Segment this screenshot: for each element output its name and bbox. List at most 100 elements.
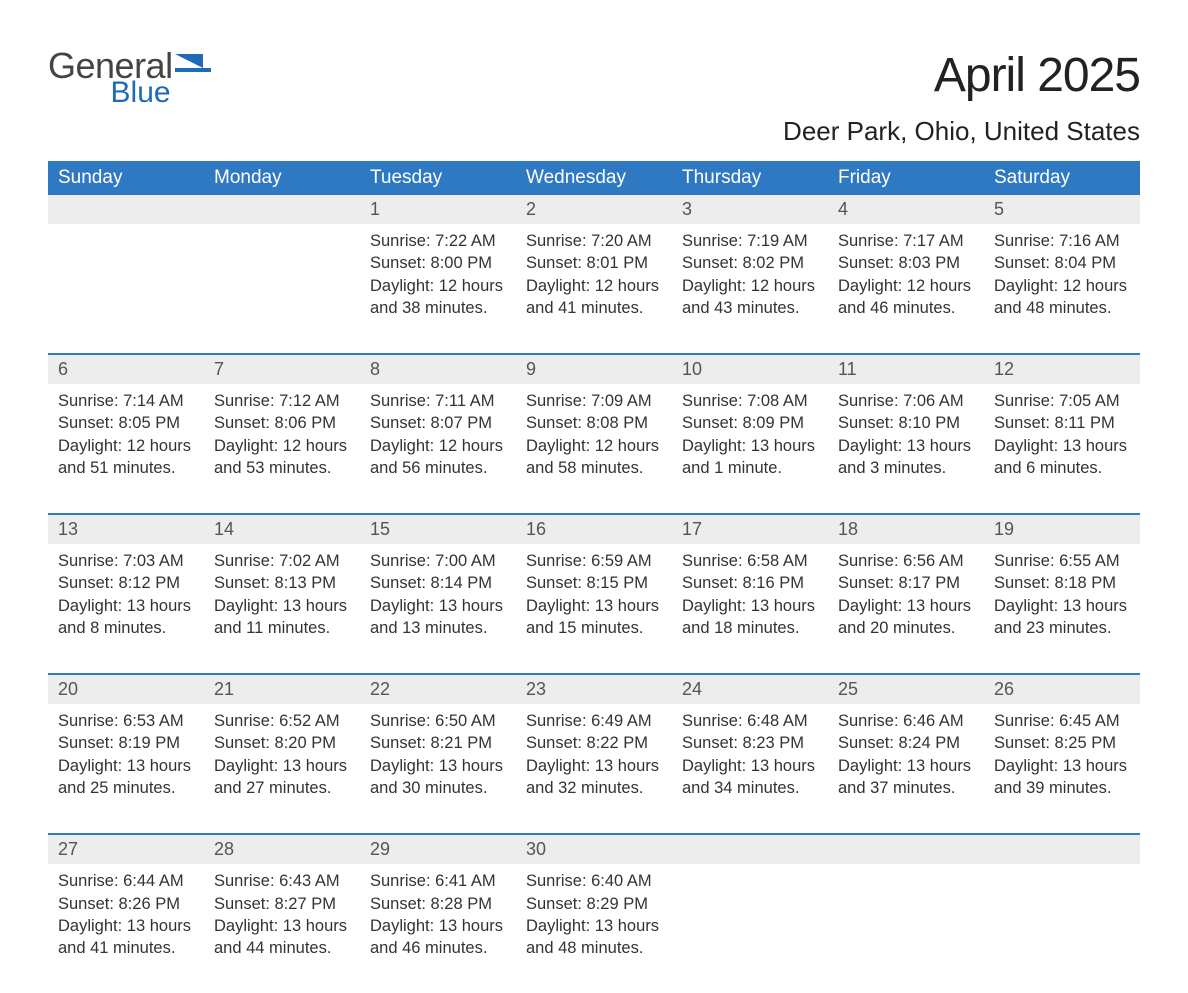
day-content-cell: Sunrise: 6:53 AMSunset: 8:19 PMDaylight:… — [48, 704, 204, 834]
sunset-label: Sunset: — [58, 414, 119, 432]
sunset-label: Sunset: — [370, 895, 431, 913]
sunrise-value: 7:00 AM — [435, 552, 496, 570]
sunset-label: Sunset: — [370, 414, 431, 432]
weekday-header: Monday — [204, 161, 360, 195]
sunrise-value: 6:48 AM — [747, 712, 808, 730]
day-content-cell: Sunrise: 6:52 AMSunset: 8:20 PMDaylight:… — [204, 704, 360, 834]
sunset-label: Sunset: — [682, 574, 743, 592]
sunrise-label: Sunrise: — [682, 552, 747, 570]
day-content-cell: Sunrise: 7:02 AMSunset: 8:13 PMDaylight:… — [204, 544, 360, 674]
day-number-cell — [48, 195, 204, 224]
sunset-label: Sunset: — [994, 734, 1055, 752]
flag-icon — [175, 54, 211, 86]
sunrise-value: 6:49 AM — [591, 712, 652, 730]
sunset-label: Sunset: — [214, 895, 275, 913]
day-number-cell: 2 — [516, 195, 672, 224]
content-row: Sunrise: 6:44 AMSunset: 8:26 PMDaylight:… — [48, 864, 1140, 993]
daylight-label: Daylight: — [838, 597, 907, 615]
day-content-cell: Sunrise: 6:59 AMSunset: 8:15 PMDaylight:… — [516, 544, 672, 674]
day-content-cell: Sunrise: 6:43 AMSunset: 8:27 PMDaylight:… — [204, 864, 360, 993]
daylight-label: Daylight: — [58, 437, 127, 455]
day-number-cell — [672, 834, 828, 864]
daynum-row: 6789101112 — [48, 354, 1140, 384]
day-content-cell: Sunrise: 7:14 AMSunset: 8:05 PMDaylight:… — [48, 384, 204, 514]
logo: General Blue — [48, 48, 211, 108]
daylight-label: Daylight: — [682, 757, 751, 775]
sunrise-value: 6:40 AM — [591, 872, 652, 890]
sunrise-value: 6:55 AM — [1059, 552, 1120, 570]
day-number-cell: 3 — [672, 195, 828, 224]
day-content-cell — [204, 224, 360, 354]
sunrise-value: 7:12 AM — [279, 392, 340, 410]
day-content-cell — [984, 864, 1140, 993]
sunrise-value: 6:45 AM — [1059, 712, 1120, 730]
sunset-value: 8:07 PM — [431, 414, 492, 432]
sunrise-label: Sunrise: — [58, 552, 123, 570]
day-content-cell: Sunrise: 6:46 AMSunset: 8:24 PMDaylight:… — [828, 704, 984, 834]
daylight-label: Daylight: — [994, 757, 1063, 775]
sunset-value: 8:10 PM — [899, 414, 960, 432]
sunset-value: 8:05 PM — [119, 414, 180, 432]
sunrise-value: 7:03 AM — [123, 552, 184, 570]
sunset-value: 8:12 PM — [119, 574, 180, 592]
sunrise-label: Sunrise: — [682, 392, 747, 410]
daylight-label: Daylight: — [370, 757, 439, 775]
day-number-cell: 1 — [360, 195, 516, 224]
daylight-label: Daylight: — [526, 917, 595, 935]
day-number-cell: 12 — [984, 354, 1140, 384]
day-content-cell: Sunrise: 6:48 AMSunset: 8:23 PMDaylight:… — [672, 704, 828, 834]
sunset-label: Sunset: — [214, 574, 275, 592]
sunset-label: Sunset: — [994, 254, 1055, 272]
day-content-cell: Sunrise: 7:16 AMSunset: 8:04 PMDaylight:… — [984, 224, 1140, 354]
sunrise-label: Sunrise: — [682, 232, 747, 250]
sunrise-label: Sunrise: — [214, 552, 279, 570]
day-number-cell: 23 — [516, 674, 672, 704]
daylight-label: Daylight: — [526, 277, 595, 295]
day-number-cell: 26 — [984, 674, 1140, 704]
sunset-label: Sunset: — [838, 574, 899, 592]
sunrise-label: Sunrise: — [214, 712, 279, 730]
sunset-value: 8:06 PM — [275, 414, 336, 432]
sunrise-label: Sunrise: — [526, 552, 591, 570]
sunset-label: Sunset: — [370, 734, 431, 752]
sunrise-value: 7:22 AM — [435, 232, 496, 250]
daylight-label: Daylight: — [214, 757, 283, 775]
sunrise-value: 6:53 AM — [123, 712, 184, 730]
day-content-cell: Sunrise: 7:08 AMSunset: 8:09 PMDaylight:… — [672, 384, 828, 514]
sunrise-label: Sunrise: — [58, 712, 123, 730]
sunset-value: 8:28 PM — [431, 895, 492, 913]
daylight-label: Daylight: — [370, 437, 439, 455]
daylight-label: Daylight: — [58, 917, 127, 935]
sunrise-label: Sunrise: — [214, 392, 279, 410]
day-number-cell: 17 — [672, 514, 828, 544]
sunset-value: 8:18 PM — [1055, 574, 1116, 592]
day-content-cell: Sunrise: 7:17 AMSunset: 8:03 PMDaylight:… — [828, 224, 984, 354]
sunset-label: Sunset: — [994, 574, 1055, 592]
day-content-cell — [48, 224, 204, 354]
sunset-value: 8:02 PM — [743, 254, 804, 272]
title-block: April 2025 — [934, 48, 1140, 103]
sunset-value: 8:13 PM — [275, 574, 336, 592]
daylight-label: Daylight: — [214, 917, 283, 935]
sunrise-label: Sunrise: — [526, 232, 591, 250]
sunrise-value: 7:19 AM — [747, 232, 808, 250]
day-number-cell: 13 — [48, 514, 204, 544]
sunset-value: 8:21 PM — [431, 734, 492, 752]
day-number-cell: 10 — [672, 354, 828, 384]
day-number-cell — [828, 834, 984, 864]
sunset-value: 8:17 PM — [899, 574, 960, 592]
day-content-cell: Sunrise: 6:50 AMSunset: 8:21 PMDaylight:… — [360, 704, 516, 834]
sunrise-label: Sunrise: — [370, 552, 435, 570]
sunrise-value: 6:50 AM — [435, 712, 496, 730]
weekday-header: Tuesday — [360, 161, 516, 195]
sunrise-label: Sunrise: — [994, 712, 1059, 730]
sunset-label: Sunset: — [682, 254, 743, 272]
day-content-cell: Sunrise: 7:12 AMSunset: 8:06 PMDaylight:… — [204, 384, 360, 514]
sunrise-label: Sunrise: — [526, 712, 591, 730]
day-number-cell — [984, 834, 1140, 864]
sunset-value: 8:15 PM — [587, 574, 648, 592]
sunset-value: 8:03 PM — [899, 254, 960, 272]
day-content-cell: Sunrise: 7:06 AMSunset: 8:10 PMDaylight:… — [828, 384, 984, 514]
weekday-header-row: SundayMondayTuesdayWednesdayThursdayFrid… — [48, 161, 1140, 195]
daylight-label: Daylight: — [838, 277, 907, 295]
